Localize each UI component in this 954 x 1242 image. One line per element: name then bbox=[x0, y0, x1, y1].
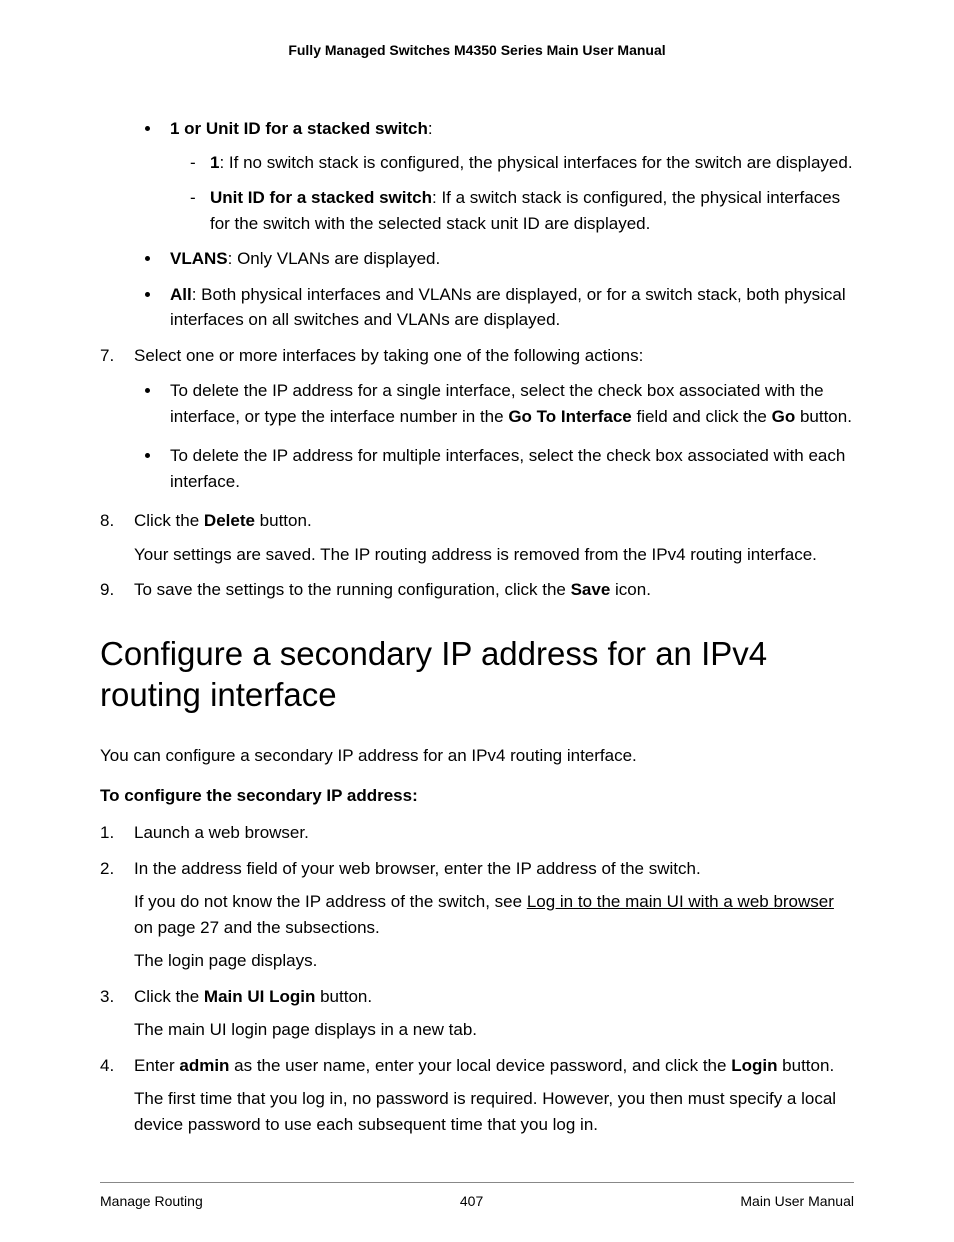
subhead: To configure the secondary IP address: bbox=[100, 783, 854, 809]
text-pre: To delete the IP address for multiple in… bbox=[170, 446, 845, 491]
text-bold: Go bbox=[772, 407, 796, 426]
text-pre: Enter bbox=[134, 1056, 179, 1075]
step-body: The login page displays. bbox=[134, 948, 854, 974]
step-text: In the address field of your web browser… bbox=[134, 859, 701, 878]
text-pre: If you do not know the IP address of the… bbox=[134, 892, 527, 911]
bullet-lead: VLANS bbox=[170, 249, 228, 268]
step-number: 1. bbox=[100, 820, 114, 846]
footer-left: Manage Routing bbox=[100, 1191, 203, 1212]
doc-header: Fully Managed Switches M4350 Series Main… bbox=[100, 40, 854, 61]
intro-text: You can configure a secondary IP address… bbox=[100, 743, 854, 769]
top-bullet-item: 1 or Unit ID for a stacked switch: 1: If… bbox=[162, 116, 854, 236]
step-body: Your settings are saved. The IP routing … bbox=[134, 542, 854, 568]
text-bold: Save bbox=[571, 580, 611, 599]
section-title: Configure a secondary IP address for an … bbox=[100, 633, 854, 716]
bullet-trail: : Only VLANs are displayed. bbox=[228, 249, 441, 268]
step-number: 8. bbox=[100, 508, 114, 534]
step-item: 1. Launch a web browser. bbox=[100, 820, 854, 846]
step-body: The first time that you log in, no passw… bbox=[134, 1086, 854, 1137]
text-mid: field and click the bbox=[632, 407, 772, 426]
procedure-steps: 1. Launch a web browser. 2. In the addre… bbox=[100, 820, 854, 1137]
dash-text: : If no switch stack is configured, the … bbox=[219, 153, 852, 172]
text-post: button. bbox=[315, 987, 372, 1006]
step-item: 8. Click the Delete button. Your setting… bbox=[100, 508, 854, 567]
sub-bullet-item: To delete the IP address for a single in… bbox=[162, 378, 854, 429]
step-text: Select one or more interfaces by taking … bbox=[134, 346, 643, 365]
bullet-lead: 1 or Unit ID for a stacked switch bbox=[170, 119, 428, 138]
step-number: 3. bbox=[100, 984, 114, 1010]
step-body: The main UI login page displays in a new… bbox=[134, 1017, 854, 1043]
top-bullet-item: VLANS: Only VLANs are displayed. bbox=[162, 246, 854, 272]
text-pre: Click the bbox=[134, 987, 204, 1006]
dash-item: 1: If no switch stack is configured, the… bbox=[190, 150, 854, 176]
dash-item: Unit ID for a stacked switch: If a switc… bbox=[190, 185, 854, 236]
sub-bullet-item: To delete the IP address for multiple in… bbox=[162, 443, 854, 494]
text-bold: Login bbox=[731, 1056, 777, 1075]
step-item: 2. In the address field of your web brow… bbox=[100, 856, 854, 974]
footer-page-number: 407 bbox=[460, 1191, 483, 1212]
step-number: 4. bbox=[100, 1053, 114, 1079]
text-mid: as the user name, enter your local devic… bbox=[229, 1056, 731, 1075]
step-number: 9. bbox=[100, 577, 114, 603]
text-bold: Delete bbox=[204, 511, 255, 530]
step-number: 7. bbox=[100, 343, 114, 369]
dash-lead: Unit ID for a stacked switch bbox=[210, 188, 432, 207]
text-post: button. bbox=[777, 1056, 834, 1075]
top-bullet-list: 1 or Unit ID for a stacked switch: 1: If… bbox=[100, 116, 854, 333]
step-item: 4. Enter admin as the user name, enter y… bbox=[100, 1053, 854, 1138]
page-footer: Manage Routing 407 Main User Manual bbox=[100, 1182, 854, 1212]
text-bold: Main UI Login bbox=[204, 987, 315, 1006]
bullet-trail: : Both physical interfaces and VLANs are… bbox=[170, 285, 846, 330]
step-item: 9. To save the settings to the running c… bbox=[100, 577, 854, 603]
footer-right: Main User Manual bbox=[740, 1191, 854, 1212]
link-text[interactable]: Log in to the main UI with a web browser bbox=[527, 892, 834, 911]
step-item: 7. Select one or more interfaces by taki… bbox=[100, 343, 854, 495]
text-post: button. bbox=[795, 407, 852, 426]
text-bold: Go To Interface bbox=[508, 407, 631, 426]
text-bold: admin bbox=[179, 1056, 229, 1075]
dash-list: 1: If no switch stack is configured, the… bbox=[170, 150, 854, 237]
top-bullet-item: All: Both physical interfaces and VLANs … bbox=[162, 282, 854, 333]
text-pre: To save the settings to the running conf… bbox=[134, 580, 571, 599]
step-item: 3. Click the Main UI Login button. The m… bbox=[100, 984, 854, 1043]
text-post: button. bbox=[255, 511, 312, 530]
sub-bullets: To delete the IP address for a single in… bbox=[134, 378, 854, 494]
text-post: icon. bbox=[610, 580, 651, 599]
bullet-trail: : bbox=[428, 119, 433, 138]
text-post: on page 27 and the subsections. bbox=[134, 918, 380, 937]
step-body: If you do not know the IP address of the… bbox=[134, 889, 854, 940]
text-pre: Click the bbox=[134, 511, 204, 530]
step-text: Launch a web browser. bbox=[134, 823, 309, 842]
step-number: 2. bbox=[100, 856, 114, 882]
continued-steps: 7. Select one or more interfaces by taki… bbox=[100, 343, 854, 603]
bullet-lead: All bbox=[170, 285, 192, 304]
